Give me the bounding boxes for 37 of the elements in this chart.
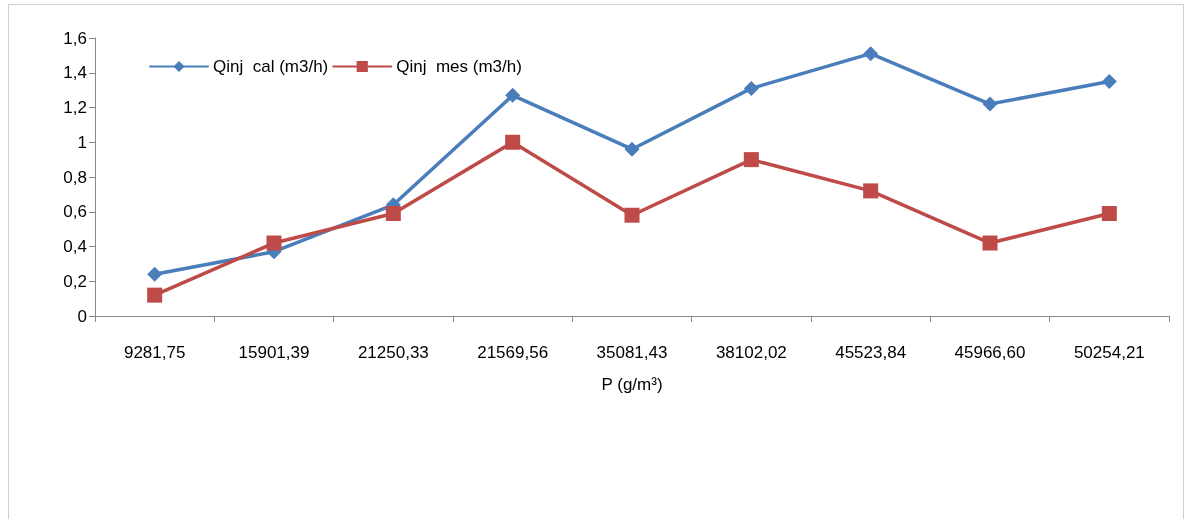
point: [266, 235, 282, 251]
y-tick-label: 1,2: [63, 98, 87, 117]
point: [863, 183, 879, 199]
point: [743, 152, 759, 168]
point: [147, 266, 163, 282]
point: [624, 141, 640, 157]
y-tick-label: 0: [77, 306, 87, 326]
legend-label: Qinj cal (m3/h): [213, 57, 329, 76]
point: [505, 134, 521, 150]
x-tick-label: 9281,75: [123, 343, 186, 362]
point: [982, 235, 998, 251]
x-tick-label: 15901,39: [238, 343, 310, 362]
y-tick-label: 0,4: [63, 237, 87, 256]
y-tick-label: 1,6: [63, 28, 87, 48]
y-tick-label: 0,8: [63, 167, 87, 187]
x-tick-label: 50254,21: [1073, 343, 1145, 362]
y-tick-label: 1,4: [63, 63, 87, 83]
point: [385, 205, 401, 221]
y-tick-label: 0,6: [63, 202, 87, 222]
point: [147, 287, 163, 303]
point: [505, 87, 521, 103]
x-axis-title: P (g/m³): [601, 375, 663, 394]
legend-label: Qinj mes (m3/h): [396, 57, 522, 76]
point: [1101, 205, 1117, 221]
point: [982, 96, 998, 112]
x-tick-label: 45966,60: [954, 343, 1026, 362]
y-tick-label: 1: [77, 132, 87, 152]
point: [863, 46, 879, 62]
point: [1101, 73, 1117, 89]
x-tick-label: 21569,56: [477, 343, 549, 362]
x-tick-label: 21250,33: [357, 343, 429, 362]
x-tick-label: 45523,84: [835, 343, 907, 362]
point: [624, 207, 640, 223]
x-tick-label: 38102,02: [715, 343, 787, 362]
y-tick-label: 0,2: [63, 271, 87, 291]
x-tick-label: 35081,43: [596, 343, 668, 362]
point: [743, 80, 759, 96]
